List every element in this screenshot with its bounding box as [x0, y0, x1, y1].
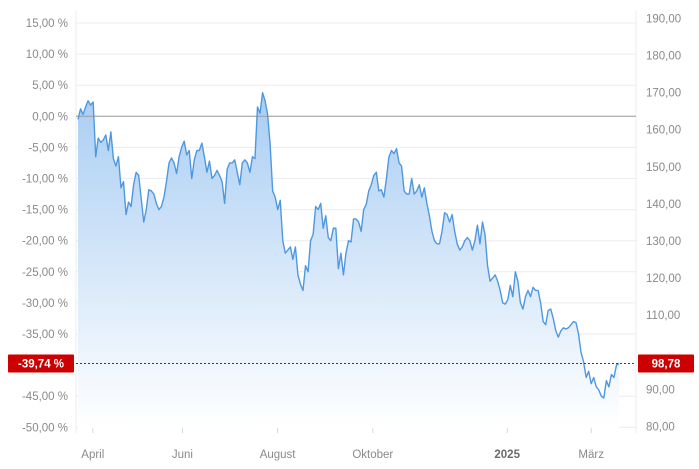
y-left-tick-label: 0,00 % — [32, 111, 68, 123]
y-left-tick-label: -50,00 % — [22, 422, 68, 434]
y-left-tick-label: -35,00 % — [22, 329, 68, 341]
y-left-tick-label: -45,00 % — [22, 391, 68, 403]
y-left-tick-label: 15,00 % — [26, 18, 68, 30]
x-tick-label: März — [578, 449, 604, 461]
y-right-tick-label: 170,00 — [646, 88, 681, 100]
y-right-tick-label: 180,00 — [646, 51, 681, 63]
y-left-tick-label: -10,00 % — [22, 174, 68, 186]
x-axis: April Juni August Oktober 2025 März — [81, 428, 604, 461]
y-left-tick-label: -25,00 % — [22, 267, 68, 279]
x-tick-label: Oktober — [352, 449, 393, 461]
current-percent-badge-bg — [8, 354, 74, 373]
current-percent-badge: -39,74 % — [8, 354, 74, 373]
x-tick-label: 2025 — [494, 449, 520, 461]
y-left-tick-label: -5,00 % — [28, 142, 68, 154]
y-left-tick-label: -15,00 % — [22, 205, 68, 217]
y-axis-right: 190,00 180,00 170,00 160,00 150,00 140,00 130,… — [646, 14, 681, 434]
y-left-tick-label: -30,00 % — [22, 298, 68, 310]
x-tick-label: August — [260, 449, 297, 461]
performance-area-fill — [78, 92, 619, 428]
y-right-tick-label: 110,00 — [646, 310, 680, 322]
y-right-tick-label: 90,00 — [646, 384, 675, 396]
y-left-tick-label: 10,00 % — [26, 49, 68, 61]
y-axis-left: 15,00 % 10,00 % 5,00 % 0,00 % -5,00 % -10,00 … — [22, 18, 68, 434]
y-right-tick-label: 80,00 — [646, 421, 675, 433]
y-left-tick-label: -20,00 % — [22, 236, 68, 248]
current-value-label: 98,78 — [652, 358, 681, 370]
x-tick-label: April — [81, 449, 104, 461]
y-right-tick-label: 150,00 — [646, 162, 681, 174]
y-right-tick-label: 190,00 — [646, 14, 681, 26]
current-percent-label: -39,74 % — [18, 358, 64, 370]
current-value-badge: 98,78 — [638, 354, 694, 373]
performance-line — [77, 91, 620, 399]
y-left-tick-label: 5,00 % — [32, 80, 68, 92]
y-right-tick-label: 140,00 — [646, 199, 681, 211]
x-tick-label: Juni — [172, 449, 193, 461]
y-right-tick-label: 130,00 — [646, 236, 681, 248]
y-right-tick-label: 120,00 — [646, 273, 681, 285]
current-value-badge-bg — [638, 354, 694, 373]
y-right-tick-label: 160,00 — [646, 125, 681, 137]
